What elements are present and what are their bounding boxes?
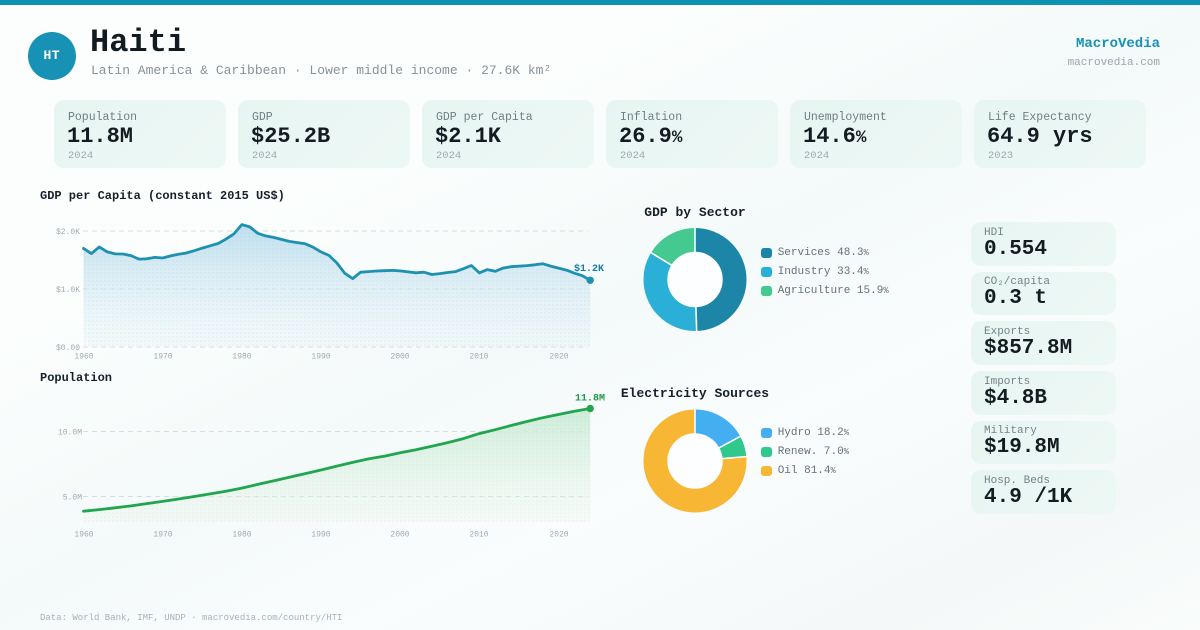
svg-text:2000: 2000: [390, 353, 409, 362]
svg-text:2010: 2010: [469, 353, 488, 362]
svg-text:1990: 1990: [311, 531, 330, 540]
svg-text:1960: 1960: [74, 531, 93, 540]
svg-text:2020: 2020: [549, 531, 568, 540]
svg-text:1970: 1970: [153, 531, 172, 540]
svg-text:1990: 1990: [311, 353, 330, 362]
svg-text:11.8M: 11.8M: [575, 394, 605, 405]
svg-text:1980: 1980: [232, 531, 251, 540]
svg-text:2010: 2010: [469, 531, 488, 540]
svg-text:$0.00: $0.00: [56, 344, 80, 353]
svg-text:1970: 1970: [153, 353, 172, 362]
svg-text:1980: 1980: [232, 353, 251, 362]
svg-text:2000: 2000: [390, 531, 409, 540]
svg-text:5.0M: 5.0M: [63, 494, 82, 503]
svg-text:$2.0K: $2.0K: [56, 228, 80, 237]
svg-text:1960: 1960: [74, 353, 93, 362]
svg-text:2020: 2020: [549, 353, 568, 362]
svg-text:$1.2K: $1.2K: [574, 263, 604, 275]
svg-text:$1.0K: $1.0K: [56, 286, 80, 295]
svg-text:10.0M: 10.0M: [58, 429, 82, 438]
